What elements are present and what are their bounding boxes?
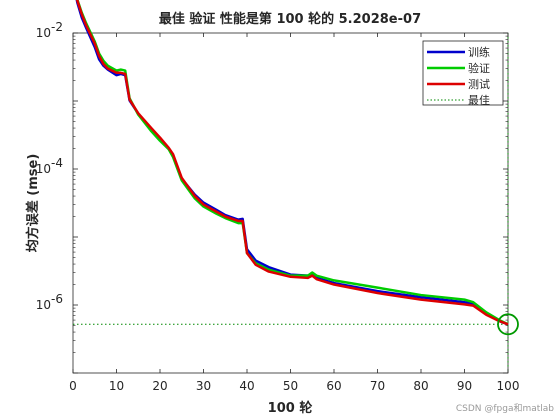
y-tick-label: 10 bbox=[36, 298, 51, 312]
x-tick-label: 100 bbox=[497, 379, 520, 393]
x-tick-label: 40 bbox=[239, 379, 254, 393]
x-axis-label: 100 轮 bbox=[268, 400, 313, 416]
legend-label-test: 测试 bbox=[468, 78, 490, 91]
x-tick-label: 80 bbox=[413, 379, 428, 393]
x-tick-label: 20 bbox=[152, 379, 167, 393]
best-marker-lines bbox=[73, 33, 509, 373]
y-tick-label: 10 bbox=[36, 26, 51, 40]
x-tick-label: 50 bbox=[283, 379, 298, 393]
legend-label-train: 训练 bbox=[468, 45, 490, 59]
y-tick-exponent: -6 bbox=[51, 292, 63, 306]
x-tick-label: 90 bbox=[457, 379, 472, 393]
y-axis-ticks: 10-610-410-2 bbox=[36, 20, 508, 374]
legend-label-validation: 验证 bbox=[468, 61, 490, 75]
chart-title: 最佳 验证 性能是第 100 轮的 5.2028e-07 bbox=[159, 11, 421, 27]
series-line-validation bbox=[76, 0, 509, 326]
legend: 训练 验证 测试 最佳 bbox=[422, 40, 504, 107]
x-tick-label: 30 bbox=[196, 379, 211, 393]
x-axis-ticks: 0 10 20 30 40 50 60 70 80 90 100 bbox=[69, 33, 519, 393]
y-axis-label: 均方误差 (mse) bbox=[25, 154, 41, 253]
x-tick-label: 10 bbox=[109, 379, 124, 393]
legend-label-best: 最佳 bbox=[468, 93, 490, 107]
y-tick-exponent: -2 bbox=[51, 20, 63, 34]
legend-box bbox=[422, 40, 504, 106]
watermark: CSDN @fpga和matlab bbox=[455, 404, 554, 414]
series-line-test bbox=[75, 0, 509, 326]
series-layer bbox=[75, 0, 519, 336]
x-tick-label: 0 bbox=[69, 379, 77, 393]
y-tick-label: 10 bbox=[36, 162, 51, 176]
x-tick-label: 60 bbox=[326, 379, 341, 393]
x-tick-label: 70 bbox=[370, 379, 385, 393]
best-point-marker bbox=[497, 313, 519, 336]
y-tick-exponent: -4 bbox=[51, 156, 63, 170]
